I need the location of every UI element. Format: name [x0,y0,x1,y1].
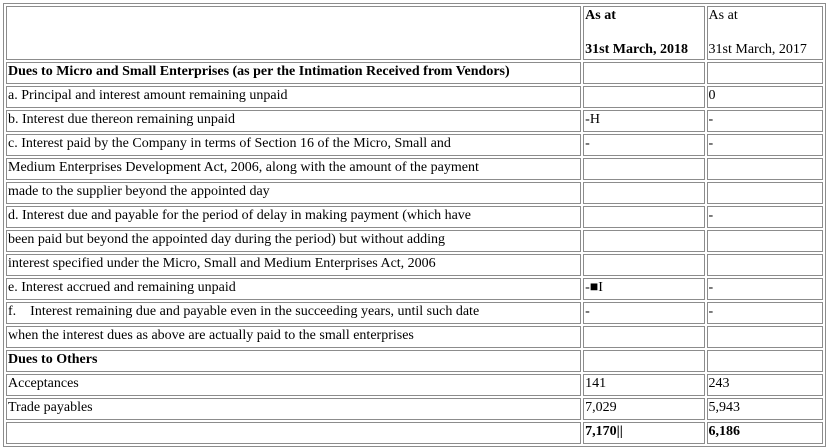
value-2017 [706,230,823,252]
table-row: when the interest dues as above are actu… [6,326,823,348]
row-label [6,422,582,444]
table-row: made to the supplier beyond the appointe… [6,182,823,204]
value-2017 [706,326,823,348]
header-2017-line1: As at [708,8,738,23]
value-2017: 0 [706,86,823,108]
value-2018 [583,254,705,276]
value-2018: - [583,134,705,156]
row-label: Dues to Micro and Small Enterprises (as … [6,62,582,84]
table-row: b. Interest due thereon remaining unpaid… [6,110,823,132]
row-label: Dues to Others [6,350,582,372]
value-2017: - [706,206,823,228]
header-2017-cell: As at 31st March, 2017 [706,6,823,60]
row-label: c. Interest paid by the Company in terms… [6,134,582,156]
value-2018: 7,029 [583,398,705,420]
value-2017 [706,254,823,276]
table-row: f. Interest remaining due and payable ev… [6,302,823,324]
value-2018: -H [583,110,705,132]
row-label: a. Principal and interest amount remaini… [6,86,582,108]
value-2018 [583,158,705,180]
row-label: Medium Enterprises Development Act, 2006… [6,158,582,180]
value-2017: - [706,302,823,324]
header-2017-line2: 31st March, 2017 [708,42,807,57]
value-2018 [583,230,705,252]
value-2018: 7,170|| [583,422,705,444]
value-2018: 141 [583,374,705,396]
table-row: a. Principal and interest amount remaini… [6,86,823,108]
value-2017: 243 [706,374,823,396]
row-label: made to the supplier beyond the appointe… [6,182,582,204]
table-row: Dues to Others [6,350,823,372]
table-row: Trade payables 7,029 5,943 [6,398,823,420]
value-2018: -■I [583,278,705,300]
table-row: Dues to Micro and Small Enterprises (as … [6,62,823,84]
row-label: when the interest dues as above are actu… [6,326,582,348]
value-2017 [706,62,823,84]
row-label: d. Interest due and payable for the peri… [6,206,582,228]
table-row: interest specified under the Micro, Smal… [6,254,823,276]
value-2017 [706,350,823,372]
value-2018 [583,86,705,108]
table-row: c. Interest paid by the Company in terms… [6,134,823,156]
row-label: been paid but beyond the appointed day d… [6,230,582,252]
row-label: b. Interest due thereon remaining unpaid [6,110,582,132]
value-2017: - [706,278,823,300]
table-row: Acceptances 141 243 [6,374,823,396]
value-2017 [706,182,823,204]
table-row: Medium Enterprises Development Act, 2006… [6,158,823,180]
row-label: Acceptances [6,374,582,396]
table-row: d. Interest due and payable for the peri… [6,206,823,228]
value-2018 [583,326,705,348]
value-2017: - [706,110,823,132]
value-2018 [583,182,705,204]
table-row: e. Interest accrued and remaining unpaid… [6,278,823,300]
header-2018-line1: As at [585,8,616,23]
row-label: f. Interest remaining due and payable ev… [6,302,582,324]
value-2018 [583,206,705,228]
value-2018 [583,62,705,84]
header-row: As at 31st March, 2018 As at 31st March,… [6,6,823,60]
payables-table: As at 31st March, 2018 As at 31st March,… [3,3,826,447]
row-label: Trade payables [6,398,582,420]
header-blank-cell [6,6,582,60]
header-2018-line2: 31st March, 2018 [585,42,688,57]
value-2017: - [706,134,823,156]
row-label: interest specified under the Micro, Smal… [6,254,582,276]
header-2018-cell: As at 31st March, 2018 [583,6,705,60]
value-2018 [583,350,705,372]
value-2017 [706,158,823,180]
value-2017: 5,943 [706,398,823,420]
table-row: 7,170|| 6,186 [6,422,823,444]
value-2018: - [583,302,705,324]
value-2017: 6,186 [706,422,823,444]
table-row: been paid but beyond the appointed day d… [6,230,823,252]
row-label: e. Interest accrued and remaining unpaid [6,278,582,300]
